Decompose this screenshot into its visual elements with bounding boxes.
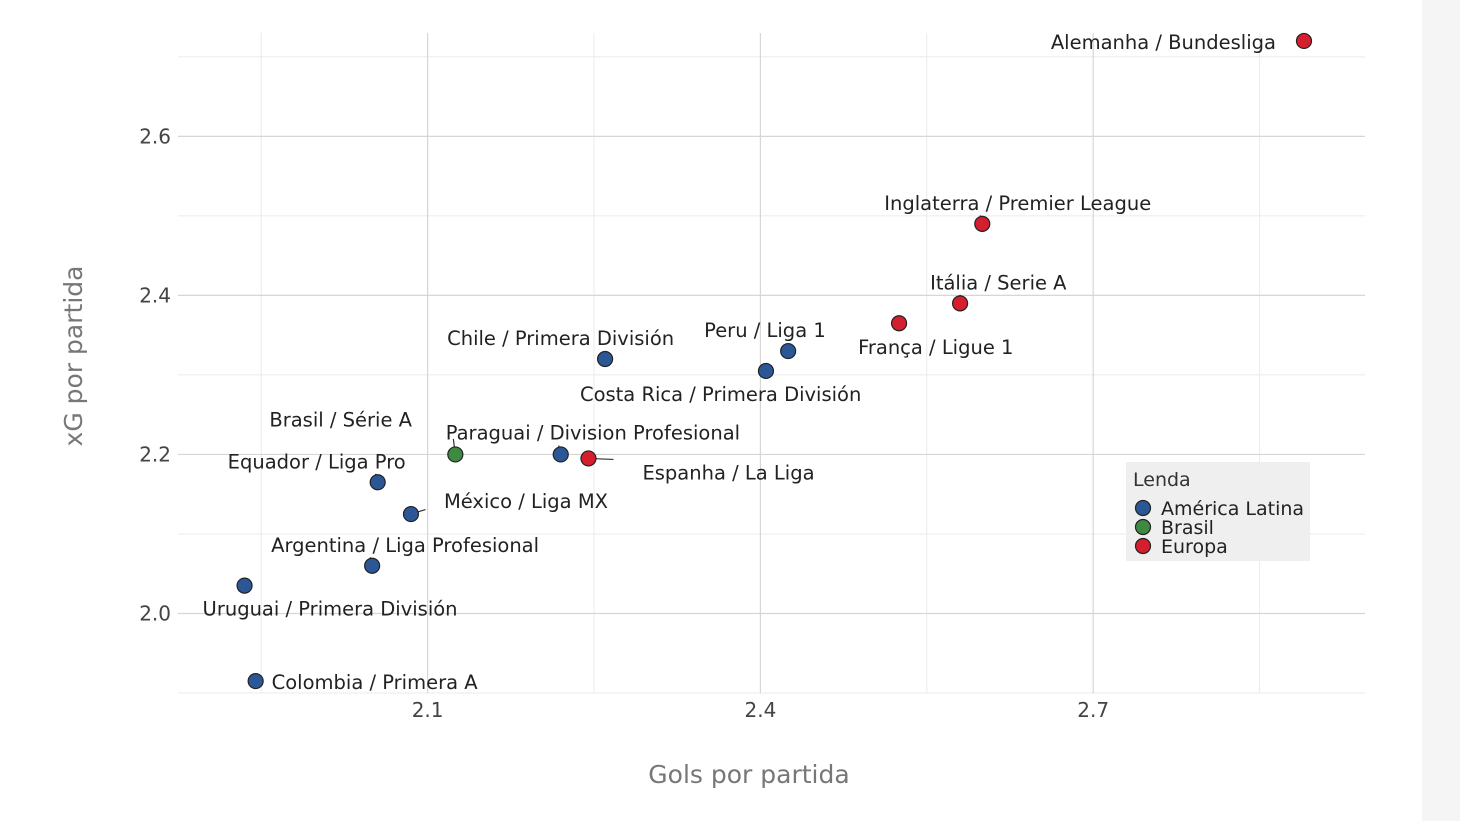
- data-points: [236, 32, 1313, 690]
- y-tick-label: 2.0: [139, 601, 171, 625]
- data-point: [974, 215, 991, 232]
- data-point: [369, 474, 386, 491]
- point-label: Argentina / Liga Profesional: [271, 534, 539, 557]
- scatter-chart: Alemanha / Bundesliga Inglaterra / Premie…: [59, 31, 1365, 789]
- point-label: México / Liga MX: [444, 490, 608, 513]
- data-point: [447, 446, 464, 463]
- plot-background: [178, 33, 1365, 693]
- data-point: [552, 446, 569, 463]
- x-tick-label: 2.1: [412, 698, 444, 722]
- data-point: [580, 450, 597, 467]
- legend-label: América Latina: [1161, 498, 1304, 520]
- point-label: Espanha / La Liga: [642, 461, 814, 484]
- point-label: Peru / Liga 1: [704, 319, 826, 342]
- data-point: [364, 557, 381, 574]
- x-tick-label: 2.4: [745, 698, 777, 722]
- data-point: [247, 672, 264, 690]
- grid: [178, 33, 1365, 694]
- legend-label: Brasil: [1161, 517, 1214, 539]
- point-label: Paraguai / Division Profesional: [446, 421, 740, 444]
- y-tick-label: 2.2: [139, 442, 171, 466]
- point-label: Alemanha / Bundesliga: [1051, 31, 1276, 54]
- point-label: Equador / Liga Pro: [228, 450, 406, 473]
- data-point: [780, 342, 797, 360]
- data-point: [402, 505, 420, 523]
- legend-swatch: [1134, 499, 1152, 517]
- legend-label: Europa: [1161, 536, 1228, 558]
- point-label: Uruguai / Primera División: [203, 598, 458, 621]
- legend-swatch: [1134, 537, 1152, 555]
- point-label: Chile / Primera División: [447, 327, 674, 350]
- x-tick-label: 2.7: [1077, 698, 1109, 722]
- data-point: [1295, 32, 1313, 50]
- data-point: [951, 295, 969, 312]
- tick-labels: 2.1 2.4 2.7 2.0 2.2 2.4 2.6: [139, 124, 1109, 722]
- data-point: [890, 315, 908, 332]
- point-label: Costa Rica / Primera División: [580, 383, 861, 406]
- point-label: Colombia / Primera A: [272, 671, 479, 694]
- point-labels: Alemanha / Bundesliga Inglaterra / Premie…: [203, 31, 1276, 694]
- point-label: Itália / Serie A: [930, 271, 1067, 294]
- x-axis-title: Gols por partida: [648, 760, 849, 789]
- y-tick-label: 2.4: [139, 283, 171, 307]
- legend-box: [1126, 462, 1310, 561]
- data-point: [596, 350, 614, 368]
- y-axis-title: xG por partida: [59, 266, 88, 447]
- y-tick-label: 2.6: [139, 124, 171, 148]
- legend-title: Lenda: [1133, 469, 1191, 491]
- data-point: [757, 362, 775, 380]
- page-side-strip: [1422, 0, 1460, 821]
- point-label: França / Ligue 1: [858, 336, 1013, 359]
- point-label: Inglaterra / Premier League: [884, 192, 1151, 215]
- legend-swatch: [1134, 518, 1152, 536]
- data-point: [236, 577, 253, 594]
- point-label: Brasil / Série A: [269, 408, 412, 431]
